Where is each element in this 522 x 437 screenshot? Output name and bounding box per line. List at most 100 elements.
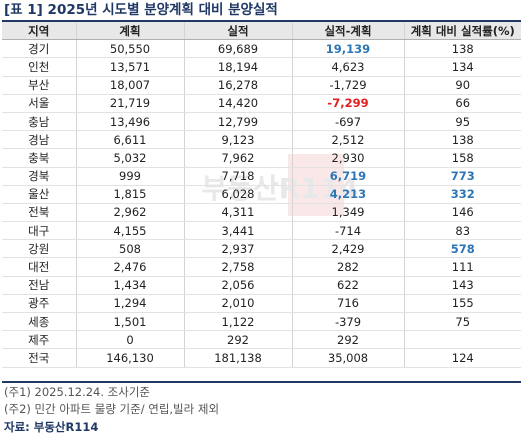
actual-cell: 2,758 <box>184 257 293 277</box>
diff-cell: 1,349 <box>292 203 405 223</box>
table-title: [표 1] 2025년 시도별 분양계획 대비 분양실적 <box>4 2 278 18</box>
rate-cell: 146 <box>404 203 521 223</box>
rate-cell: 66 <box>404 94 521 113</box>
region-cell: 광주 <box>2 294 77 314</box>
region-cell: 부산 <box>2 76 77 95</box>
rate-cell <box>404 330 521 350</box>
table-row: 세종 1,501 1,122 -379 75 <box>2 312 521 332</box>
region-cell: 서울 <box>2 94 77 113</box>
actual-cell: 2,937 <box>184 239 293 259</box>
plan-cell: 1,434 <box>76 276 185 295</box>
region-cell: 강원 <box>2 239 77 259</box>
table-row: 전북 2,962 4,311 1,349 146 <box>2 203 521 223</box>
diff-cell: 622 <box>292 276 405 295</box>
region-cell: 경남 <box>2 130 77 150</box>
col-header-actual: 실적 <box>184 22 293 41</box>
region-cell: 충남 <box>2 112 77 132</box>
title-rule <box>2 20 521 22</box>
table-row: 경북 999 7,718 6,719 773 <box>2 167 521 186</box>
actual-cell: 3,441 <box>184 221 293 241</box>
diff-cell: 2,930 <box>292 148 405 168</box>
total-row: 전국 146,130 181,138 35,008 124 <box>2 348 521 368</box>
rate-cell: 95 <box>404 112 521 132</box>
total-diff-cell: 35,008 <box>292 348 405 368</box>
plan-cell: 6,611 <box>76 130 185 150</box>
col-header-plan: 계획 <box>76 22 185 41</box>
rate-cell: 143 <box>404 276 521 295</box>
region-cell: 울산 <box>2 185 77 204</box>
actual-cell: 4,311 <box>184 203 293 223</box>
region-cell: 대구 <box>2 221 77 241</box>
table-row: 전남 1,434 2,056 622 143 <box>2 276 521 295</box>
rate-cell: 332 <box>404 185 521 204</box>
total-plan-cell: 146,130 <box>76 348 185 368</box>
diff-cell: 292 <box>292 330 405 350</box>
total-region-cell: 전국 <box>2 348 77 368</box>
actual-cell: 14,420 <box>184 94 293 113</box>
table-row: 강원 508 2,937 2,429 578 <box>2 239 521 259</box>
diff-cell: 19,139 <box>292 39 405 59</box>
diff-cell: -7,299 <box>292 94 405 113</box>
table-row: 제주 0 292 292 <box>2 330 521 350</box>
diff-cell: 4,213 <box>292 185 405 204</box>
region-cell: 충북 <box>2 148 77 168</box>
table-row: 경남 6,611 9,123 2,512 138 <box>2 130 521 150</box>
actual-cell: 69,689 <box>184 39 293 59</box>
region-cell: 대전 <box>2 257 77 277</box>
plan-cell: 5,032 <box>76 148 185 168</box>
table-row: 부산 18,007 16,278 -1,729 90 <box>2 76 521 95</box>
total-actual-cell: 181,138 <box>184 348 293 368</box>
diff-cell: 2,512 <box>292 130 405 150</box>
actual-cell: 1,122 <box>184 312 293 332</box>
table-row: 충남 13,496 12,799 -697 95 <box>2 112 521 132</box>
plan-cell: 21,719 <box>76 94 185 113</box>
rate-cell: 75 <box>404 312 521 332</box>
diff-cell: 4,623 <box>292 57 405 77</box>
region-cell: 전북 <box>2 203 77 223</box>
rate-cell: 138 <box>404 130 521 150</box>
plan-cell: 13,571 <box>76 57 185 77</box>
diff-cell: 282 <box>292 257 405 277</box>
region-cell: 제주 <box>2 330 77 350</box>
actual-cell: 16,278 <box>184 76 293 95</box>
actual-cell: 6,028 <box>184 185 293 204</box>
table-row: 대전 2,476 2,758 282 111 <box>2 257 521 277</box>
col-header-diff: 실적-계획 <box>292 22 405 41</box>
region-cell: 경기 <box>2 39 77 59</box>
plan-cell: 2,476 <box>76 257 185 277</box>
rate-cell: 158 <box>404 148 521 168</box>
actual-cell: 7,718 <box>184 167 293 186</box>
sales-table: 지역 계획 실적 실적-계획 계획 대비 실적률(%) 경기 50,550 69,6… <box>2 22 521 368</box>
plan-cell: 2,962 <box>76 203 185 223</box>
plan-cell: 1,501 <box>76 312 185 332</box>
actual-cell: 292 <box>184 330 293 350</box>
actual-cell: 9,123 <box>184 130 293 150</box>
actual-cell: 12,799 <box>184 112 293 132</box>
plan-cell: 4,155 <box>76 221 185 241</box>
table-header-row: 지역 계획 실적 실적-계획 계획 대비 실적률(%) <box>2 22 521 41</box>
region-cell: 인천 <box>2 57 77 77</box>
region-cell: 전남 <box>2 276 77 295</box>
diff-cell: -714 <box>292 221 405 241</box>
rate-cell: 90 <box>404 76 521 95</box>
plan-cell: 50,550 <box>76 39 185 59</box>
source-line: 자료: 부동산R114 <box>4 420 99 434</box>
plan-cell: 1,815 <box>76 185 185 204</box>
diff-cell: -697 <box>292 112 405 132</box>
plan-cell: 1,294 <box>76 294 185 314</box>
table-row: 충북 5,032 7,962 2,930 158 <box>2 148 521 168</box>
diff-cell: 6,719 <box>292 167 405 186</box>
plan-cell: 999 <box>76 167 185 186</box>
footnote-2: (주2) 민간 아파트 물량 기준/ 연립,빌라 제외 <box>4 402 220 416</box>
actual-cell: 2,010 <box>184 294 293 314</box>
col-header-rate: 계획 대비 실적률(%) <box>404 22 521 41</box>
rate-cell: 134 <box>404 57 521 77</box>
rate-cell: 83 <box>404 221 521 241</box>
footnote-1: (주1) 2025.12.24. 조사기준 <box>4 385 151 399</box>
table-row: 서울 21,719 14,420 -7,299 66 <box>2 94 521 113</box>
actual-cell: 18,194 <box>184 57 293 77</box>
actual-cell: 7,962 <box>184 148 293 168</box>
rate-cell: 578 <box>404 239 521 259</box>
total-rate-cell: 124 <box>404 348 521 368</box>
table-bottom-rule <box>2 381 521 383</box>
